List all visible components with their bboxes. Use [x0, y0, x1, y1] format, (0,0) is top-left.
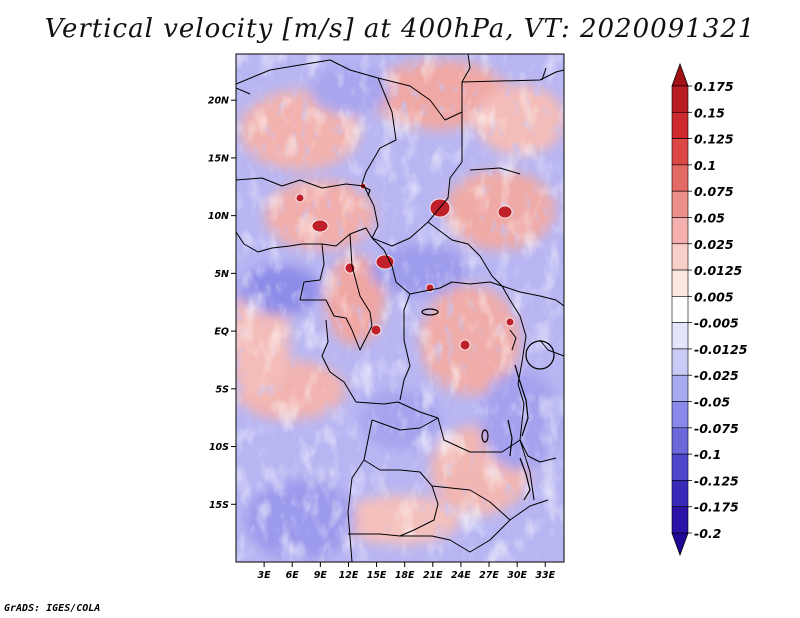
colorbar-swatch	[671, 401, 689, 429]
y-tick-label: 15N	[208, 153, 229, 164]
colorbar-label: -0.0125	[694, 342, 748, 357]
colorbar-min-arrow	[671, 532, 689, 557]
colorbar-label: 0.05	[694, 210, 725, 225]
colorbar-label: -0.125	[694, 473, 739, 488]
colorbar-label: 0.025	[694, 237, 734, 252]
colorbar-swatch	[671, 190, 689, 218]
y-tick-label: 10N	[208, 211, 229, 222]
colorbar-swatch	[671, 164, 689, 192]
colorbar-label: 0.075	[694, 184, 734, 199]
y-tick-label: 5S	[216, 384, 230, 395]
colorbar-swatch	[671, 111, 689, 139]
y-tick-label: EQ	[214, 327, 229, 338]
x-tick-label: 9E	[314, 570, 328, 581]
map-frame	[235, 53, 565, 563]
y-tick-label: 5N	[214, 269, 229, 280]
x-tick-label: 21E	[423, 570, 443, 581]
colorbar-label: -0.005	[694, 316, 739, 331]
x-tick-label: 24E	[451, 570, 471, 581]
colorbar-swatch	[671, 427, 689, 455]
colorbar-label: -0.075	[694, 421, 739, 436]
x-tick-label: 18E	[395, 570, 415, 581]
colorbar-label: 0.175	[694, 79, 734, 94]
colorbar-swatch	[671, 138, 689, 166]
colorbar-label: 0.0125	[694, 263, 743, 278]
colorbar-swatch	[671, 348, 689, 376]
colorbar-swatch	[671, 296, 689, 323]
chart-title: Vertical velocity [m/s] at 400hPa, VT: 2…	[44, 14, 756, 44]
x-tick-label: 12E	[339, 570, 359, 581]
colorbar-swatch	[671, 506, 689, 534]
colorbar-swatch	[671, 453, 689, 481]
x-tick-label: 27E	[479, 570, 499, 581]
colorbar-swatch	[671, 85, 689, 113]
colorbar-swatch	[671, 269, 689, 297]
y-tick-label: 10S	[209, 442, 229, 453]
colorbar-swatch	[671, 243, 689, 271]
y-tick-label: 20N	[208, 96, 229, 107]
colorbar-label: 0.125	[694, 132, 734, 147]
colorbar-label: -0.025	[694, 368, 739, 383]
colorbar-label: 0.005	[694, 289, 734, 304]
colorbar-swatch	[671, 480, 689, 508]
y-tick-label: 15S	[209, 500, 229, 511]
colorbar-swatch	[671, 217, 689, 245]
velocity-field	[236, 54, 564, 562]
map-axes: 3E 6E 9E 12E 15E 18E 21E 24E 27E 30E 33E 20N 15N 10N 5…	[208, 96, 556, 581]
colorbar-swatch	[671, 374, 689, 402]
colorbar-max-arrow	[671, 62, 689, 87]
colorbar-label: 0.1	[694, 158, 716, 173]
colorbar-label: -0.175	[694, 500, 739, 515]
x-tick-label: 3E	[258, 570, 272, 581]
colorbar-label: -0.1	[694, 447, 721, 462]
colorbar-label: 0.15	[694, 105, 725, 120]
colorbar-label: -0.05	[694, 395, 730, 410]
colorbar-label: -0.2	[694, 526, 721, 541]
grads-credit: GrADS: IGES/COLA	[4, 603, 101, 614]
colorbar-swatch	[671, 322, 689, 350]
x-tick-label: 30E	[507, 570, 527, 581]
colorbar: 0.175 0.15 0.125 0.1 0.075 0.05 0.025 0.0125 0.0…	[671, 62, 748, 557]
x-tick-label: 6E	[286, 570, 300, 581]
x-tick-label: 15E	[367, 570, 387, 581]
x-tick-label: 33E	[535, 570, 555, 581]
